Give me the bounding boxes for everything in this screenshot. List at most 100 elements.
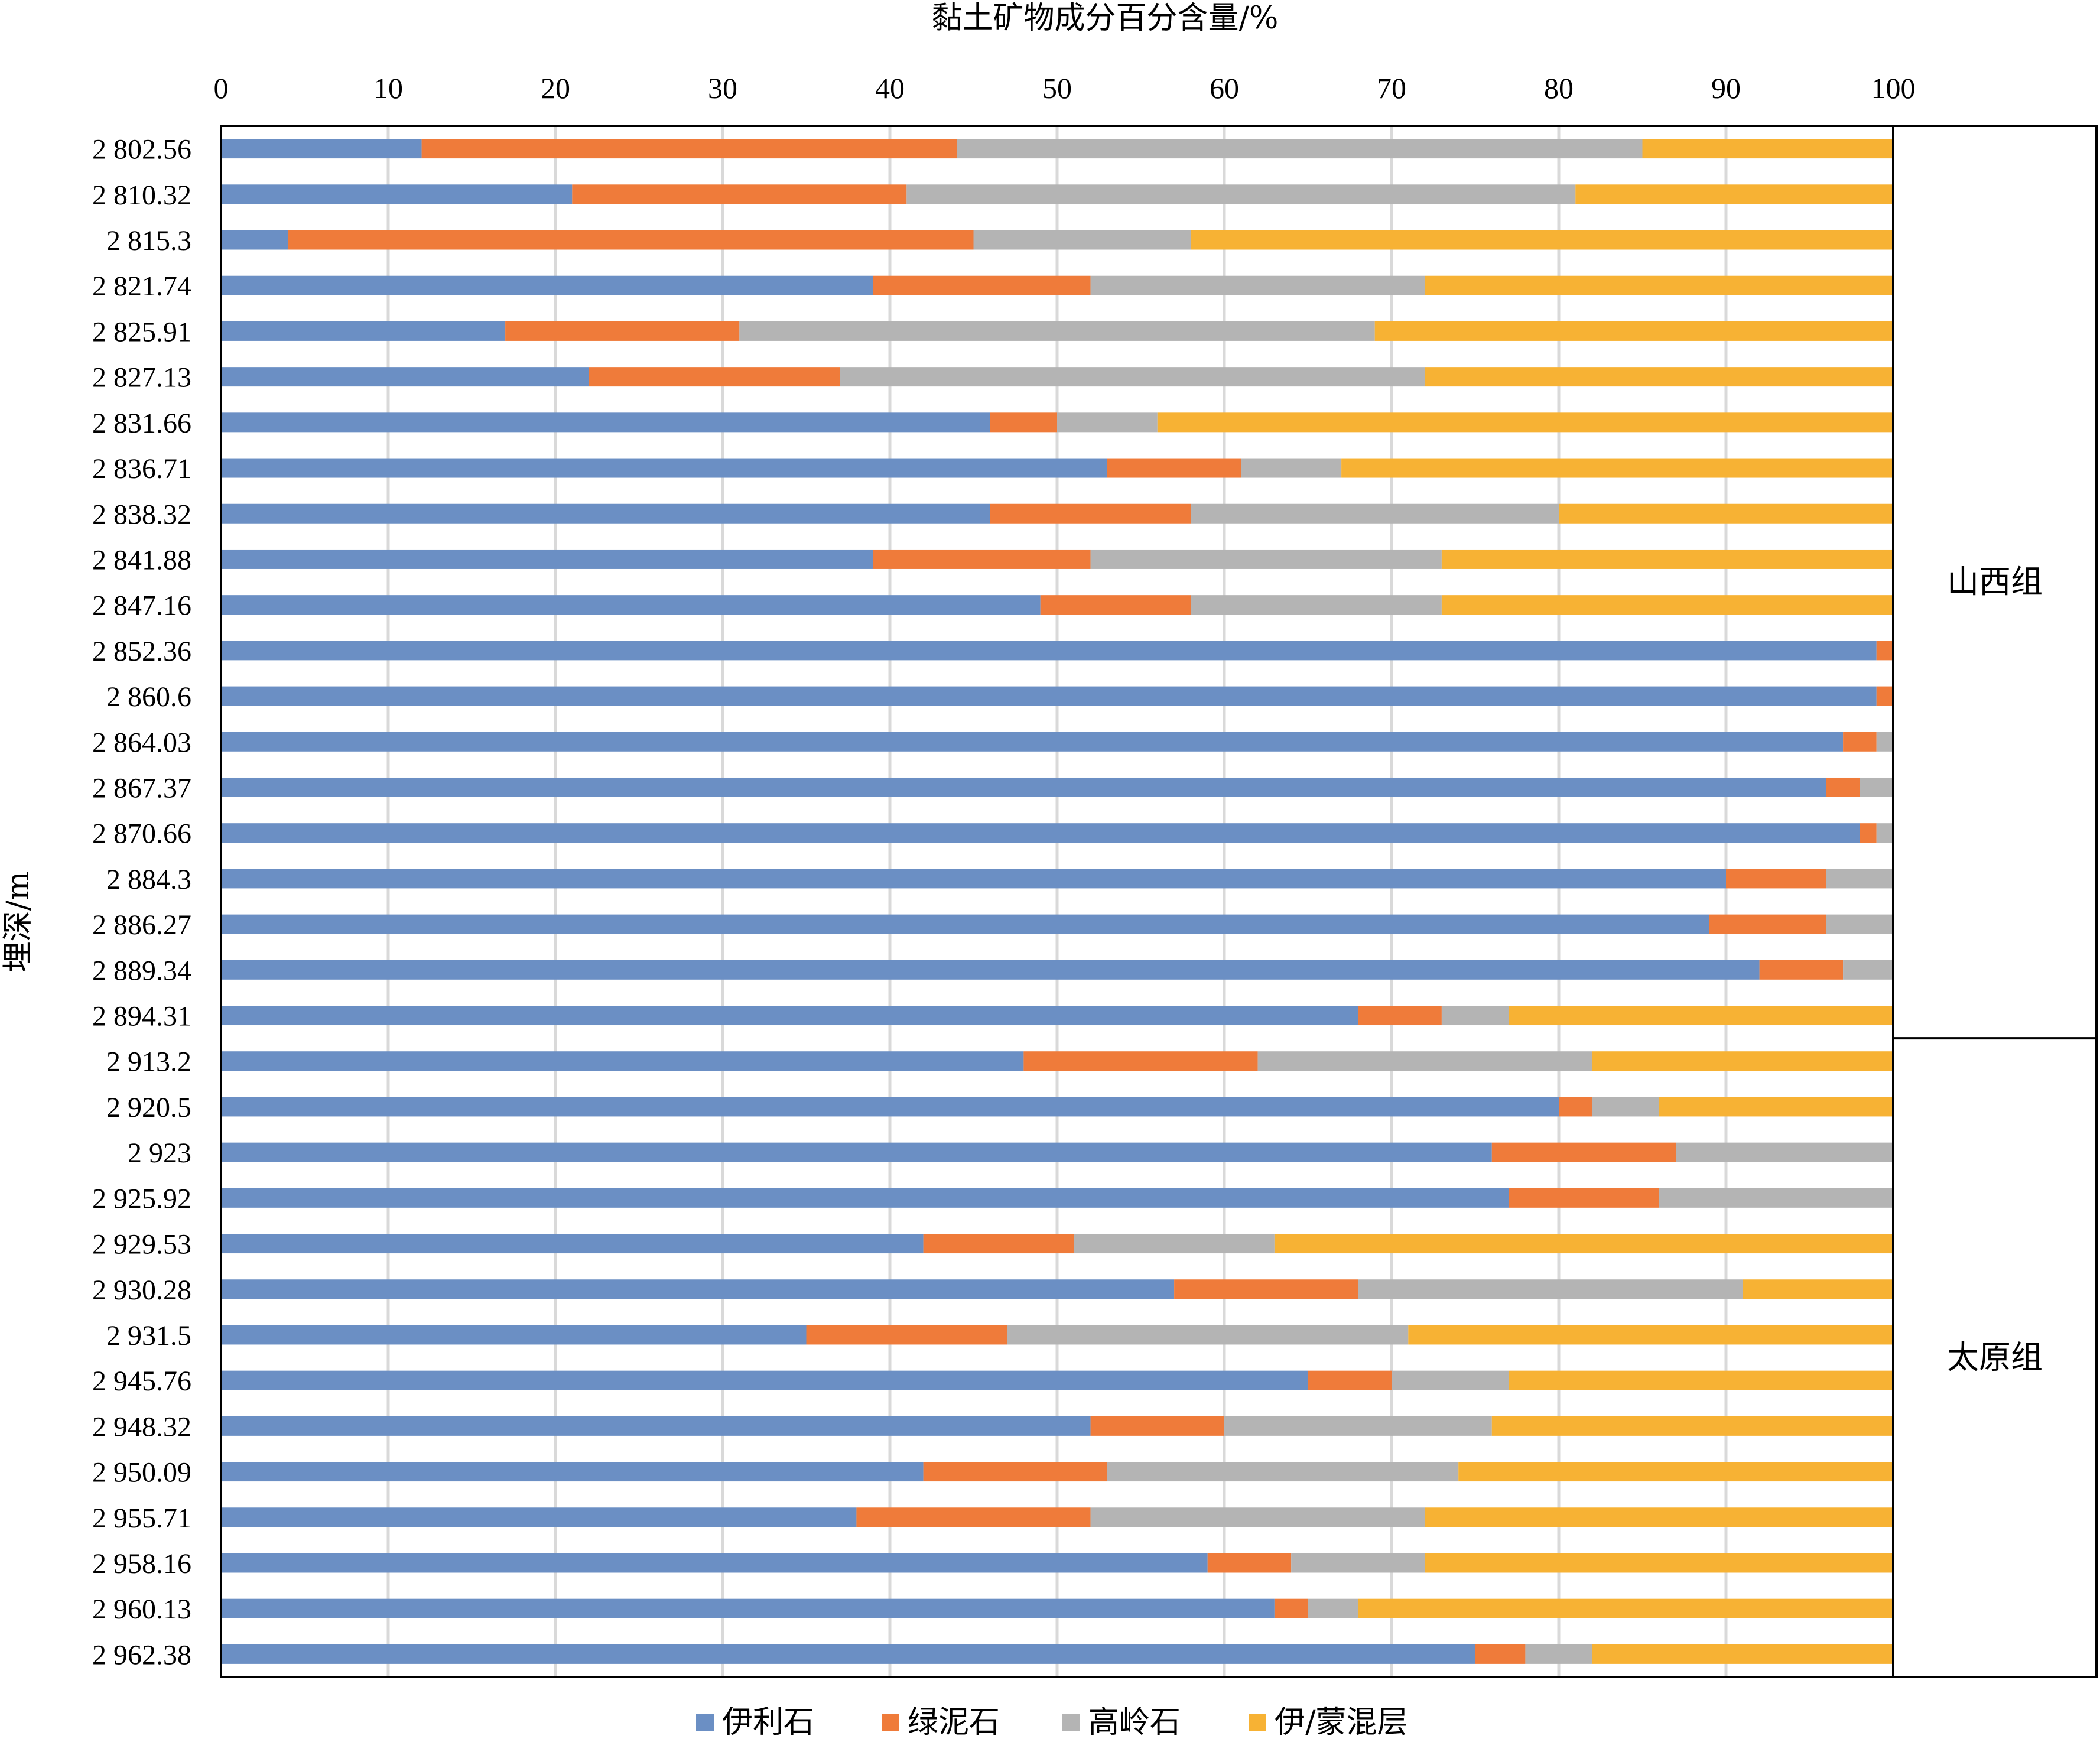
bar-segment: [1876, 641, 1893, 661]
bar-segment: [1642, 139, 1893, 159]
bar-segment: [221, 1051, 1024, 1071]
bar-segment: [1090, 549, 1442, 569]
bar-segment: [1274, 1234, 1893, 1254]
bar-segment: [221, 1234, 924, 1254]
bar-segment: [221, 732, 1844, 752]
bar-segment: [221, 1644, 1475, 1664]
bar-segment: [1759, 960, 1844, 980]
bar-segment: [990, 412, 1057, 433]
bar-segment: [840, 367, 1425, 387]
legend-label: 伊/蒙混层: [1275, 1705, 1408, 1739]
bar-segment: [1358, 1279, 1743, 1299]
bar-segment: [1592, 1051, 1893, 1071]
bar-segment: [1425, 367, 1893, 387]
bar-segment: [221, 458, 1107, 478]
y-category-label: 2 930.28: [92, 1275, 191, 1306]
y-category-label: 2 948.32: [92, 1411, 191, 1442]
bar-segment: [1392, 1370, 1509, 1390]
bar-segment: [221, 1097, 1559, 1117]
y-category-label: 2 923: [128, 1137, 191, 1169]
x-tick-label: 50: [1042, 71, 1072, 105]
bar-segment: [221, 914, 1709, 934]
bar-segment: [1257, 1051, 1592, 1071]
bar-segment: [221, 412, 990, 433]
bar-segment: [1224, 1416, 1492, 1436]
bar-segment: [1709, 914, 1826, 934]
bar-segment: [1860, 777, 1893, 797]
legend-label: 高岭石: [1088, 1705, 1181, 1739]
bar-segment: [1157, 412, 1893, 433]
bar-segment: [1876, 732, 1893, 752]
bar-segment: [1458, 1462, 1893, 1482]
bar-segment: [1408, 1325, 1893, 1345]
bar-segment: [221, 1325, 807, 1345]
x-tick-label: 30: [708, 71, 737, 105]
bar-segment: [221, 823, 1860, 843]
bar-segment: [923, 1234, 1074, 1254]
bar-segment: [221, 1370, 1308, 1390]
y-category-label: 2 884.3: [106, 864, 191, 895]
bar-segment: [221, 1462, 924, 1482]
bar-segment: [1358, 1598, 1893, 1618]
bar-segment: [221, 1279, 1175, 1299]
bar-segment: [1441, 1006, 1509, 1026]
y-category-labels: 2 802.56 2 810.32 2 815.3 2 821.74 2 825.91 2…: [92, 134, 191, 1671]
bar-segment: [221, 641, 1877, 661]
bar-segment: [505, 321, 740, 341]
y-category-label: 2 920.5: [106, 1092, 191, 1123]
bar-segment: [1308, 1370, 1392, 1390]
bar-segment: [1425, 275, 1893, 295]
bar-segment: [421, 139, 957, 159]
x-tick-label: 70: [1377, 71, 1406, 105]
y-category-label: 2 925.92: [92, 1183, 191, 1214]
y-category-label: 2 836.71: [92, 453, 191, 485]
bar-segment: [1274, 1598, 1308, 1618]
bar-segment: [1207, 1553, 1292, 1573]
bar-segment: [221, 869, 1726, 889]
x-tick-labels: 0 10 20 30 40 50 60 70 80 90 100: [214, 71, 1916, 105]
y-category-label: 2 894.31: [92, 1001, 191, 1032]
bar-segment: [221, 275, 873, 295]
bar-segment: [1057, 412, 1158, 433]
bar-segment: [873, 549, 1091, 569]
bar-segment: [1191, 503, 1559, 524]
bar-segment: [221, 595, 1041, 615]
y-category-label: 2 958.16: [92, 1548, 191, 1579]
bar-segment: [739, 321, 1375, 341]
bar-segment: [221, 503, 990, 524]
bar-segment: [856, 1507, 1091, 1527]
bar-segment: [221, 1553, 1208, 1573]
bar-segment: [1040, 595, 1191, 615]
group-column-border: [1892, 125, 2098, 1678]
bar-segment: [1743, 1279, 1893, 1299]
bar-segment: [1575, 184, 1893, 204]
bar-segment: [973, 230, 1191, 250]
x-tick-label: 80: [1544, 71, 1574, 105]
bar-segment: [873, 275, 1091, 295]
y-category-label: 2 810.32: [92, 180, 191, 211]
bar-segment: [221, 321, 506, 341]
bar-stacks: [221, 139, 1893, 1664]
bar-segment: [1191, 230, 1893, 250]
bar-segment: [221, 1598, 1275, 1618]
bar-segment: [1843, 732, 1877, 752]
bar-segment: [1475, 1644, 1526, 1664]
y-category-label: 2 945.76: [92, 1366, 191, 1397]
legend-swatch: [882, 1714, 899, 1731]
bar-segment: [1425, 1553, 1893, 1573]
y-axis-title: 埋深/m: [1, 872, 36, 973]
bar-segment: [1191, 595, 1442, 615]
x-tick-label: 100: [1871, 71, 1916, 105]
bar-segment: [1090, 275, 1425, 295]
bar-segment: [1659, 1188, 1893, 1208]
x-tick-label: 0: [214, 71, 229, 105]
bar-segment: [1023, 1051, 1258, 1071]
legend-label: 绿泥石: [908, 1705, 1000, 1739]
bar-segment: [1090, 1507, 1425, 1527]
y-category-label: 2 913.2: [106, 1046, 191, 1078]
y-category-label: 2 860.6: [106, 681, 191, 713]
y-category-label: 2 929.53: [92, 1229, 191, 1260]
bar-segment: [1860, 823, 1877, 843]
bar-segment: [1074, 1234, 1275, 1254]
bar-segment: [1826, 869, 1893, 889]
